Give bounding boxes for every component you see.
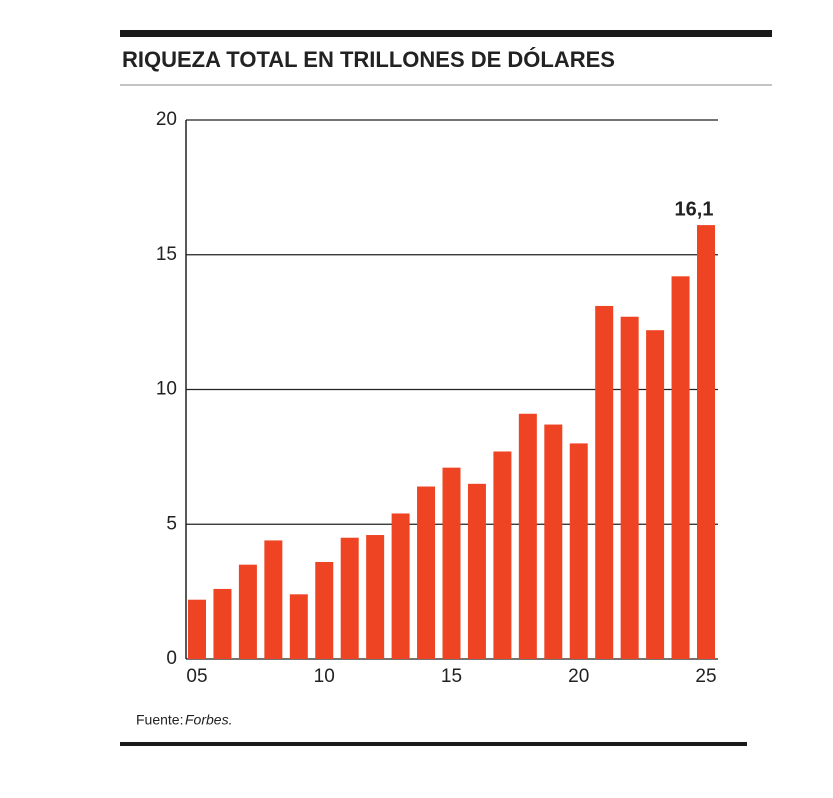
bar [518, 413, 537, 659]
y-tick-label: 20 [156, 109, 177, 130]
top-rule [120, 30, 772, 37]
chart-title: RIQUEZA TOTAL EN TRILLONES DE DÓLARES [122, 47, 615, 72]
bar [238, 564, 257, 659]
bar [671, 276, 690, 659]
x-tick-label: 15 [441, 666, 462, 687]
source-label: Fuente: [136, 712, 183, 728]
x-tick-label: 25 [695, 666, 716, 687]
bar [595, 305, 614, 659]
bar [493, 451, 512, 659]
bar [213, 588, 232, 659]
bar [340, 537, 359, 659]
bar [366, 535, 385, 659]
y-tick-label: 15 [156, 244, 177, 265]
x-tick-label: 05 [186, 666, 207, 687]
y-tick-label: 5 [166, 513, 177, 534]
bar [646, 330, 665, 659]
bar [442, 467, 461, 659]
bar [620, 316, 639, 659]
bar [289, 594, 308, 659]
x-tick-label: 20 [568, 666, 589, 687]
bottom-rule [120, 742, 747, 746]
value-label: 16,1 [675, 198, 714, 220]
y-tick-label: 10 [156, 379, 177, 400]
bar [417, 486, 436, 659]
bar [467, 483, 486, 659]
bar [315, 561, 334, 659]
bar [264, 540, 283, 659]
bar [697, 225, 715, 660]
bar [544, 424, 563, 659]
bar [569, 443, 588, 659]
x-tick-label: 10 [314, 666, 335, 687]
source: Forbes. [185, 712, 232, 728]
bar [188, 599, 206, 659]
bar [391, 513, 410, 659]
y-tick-label: 0 [166, 648, 177, 669]
